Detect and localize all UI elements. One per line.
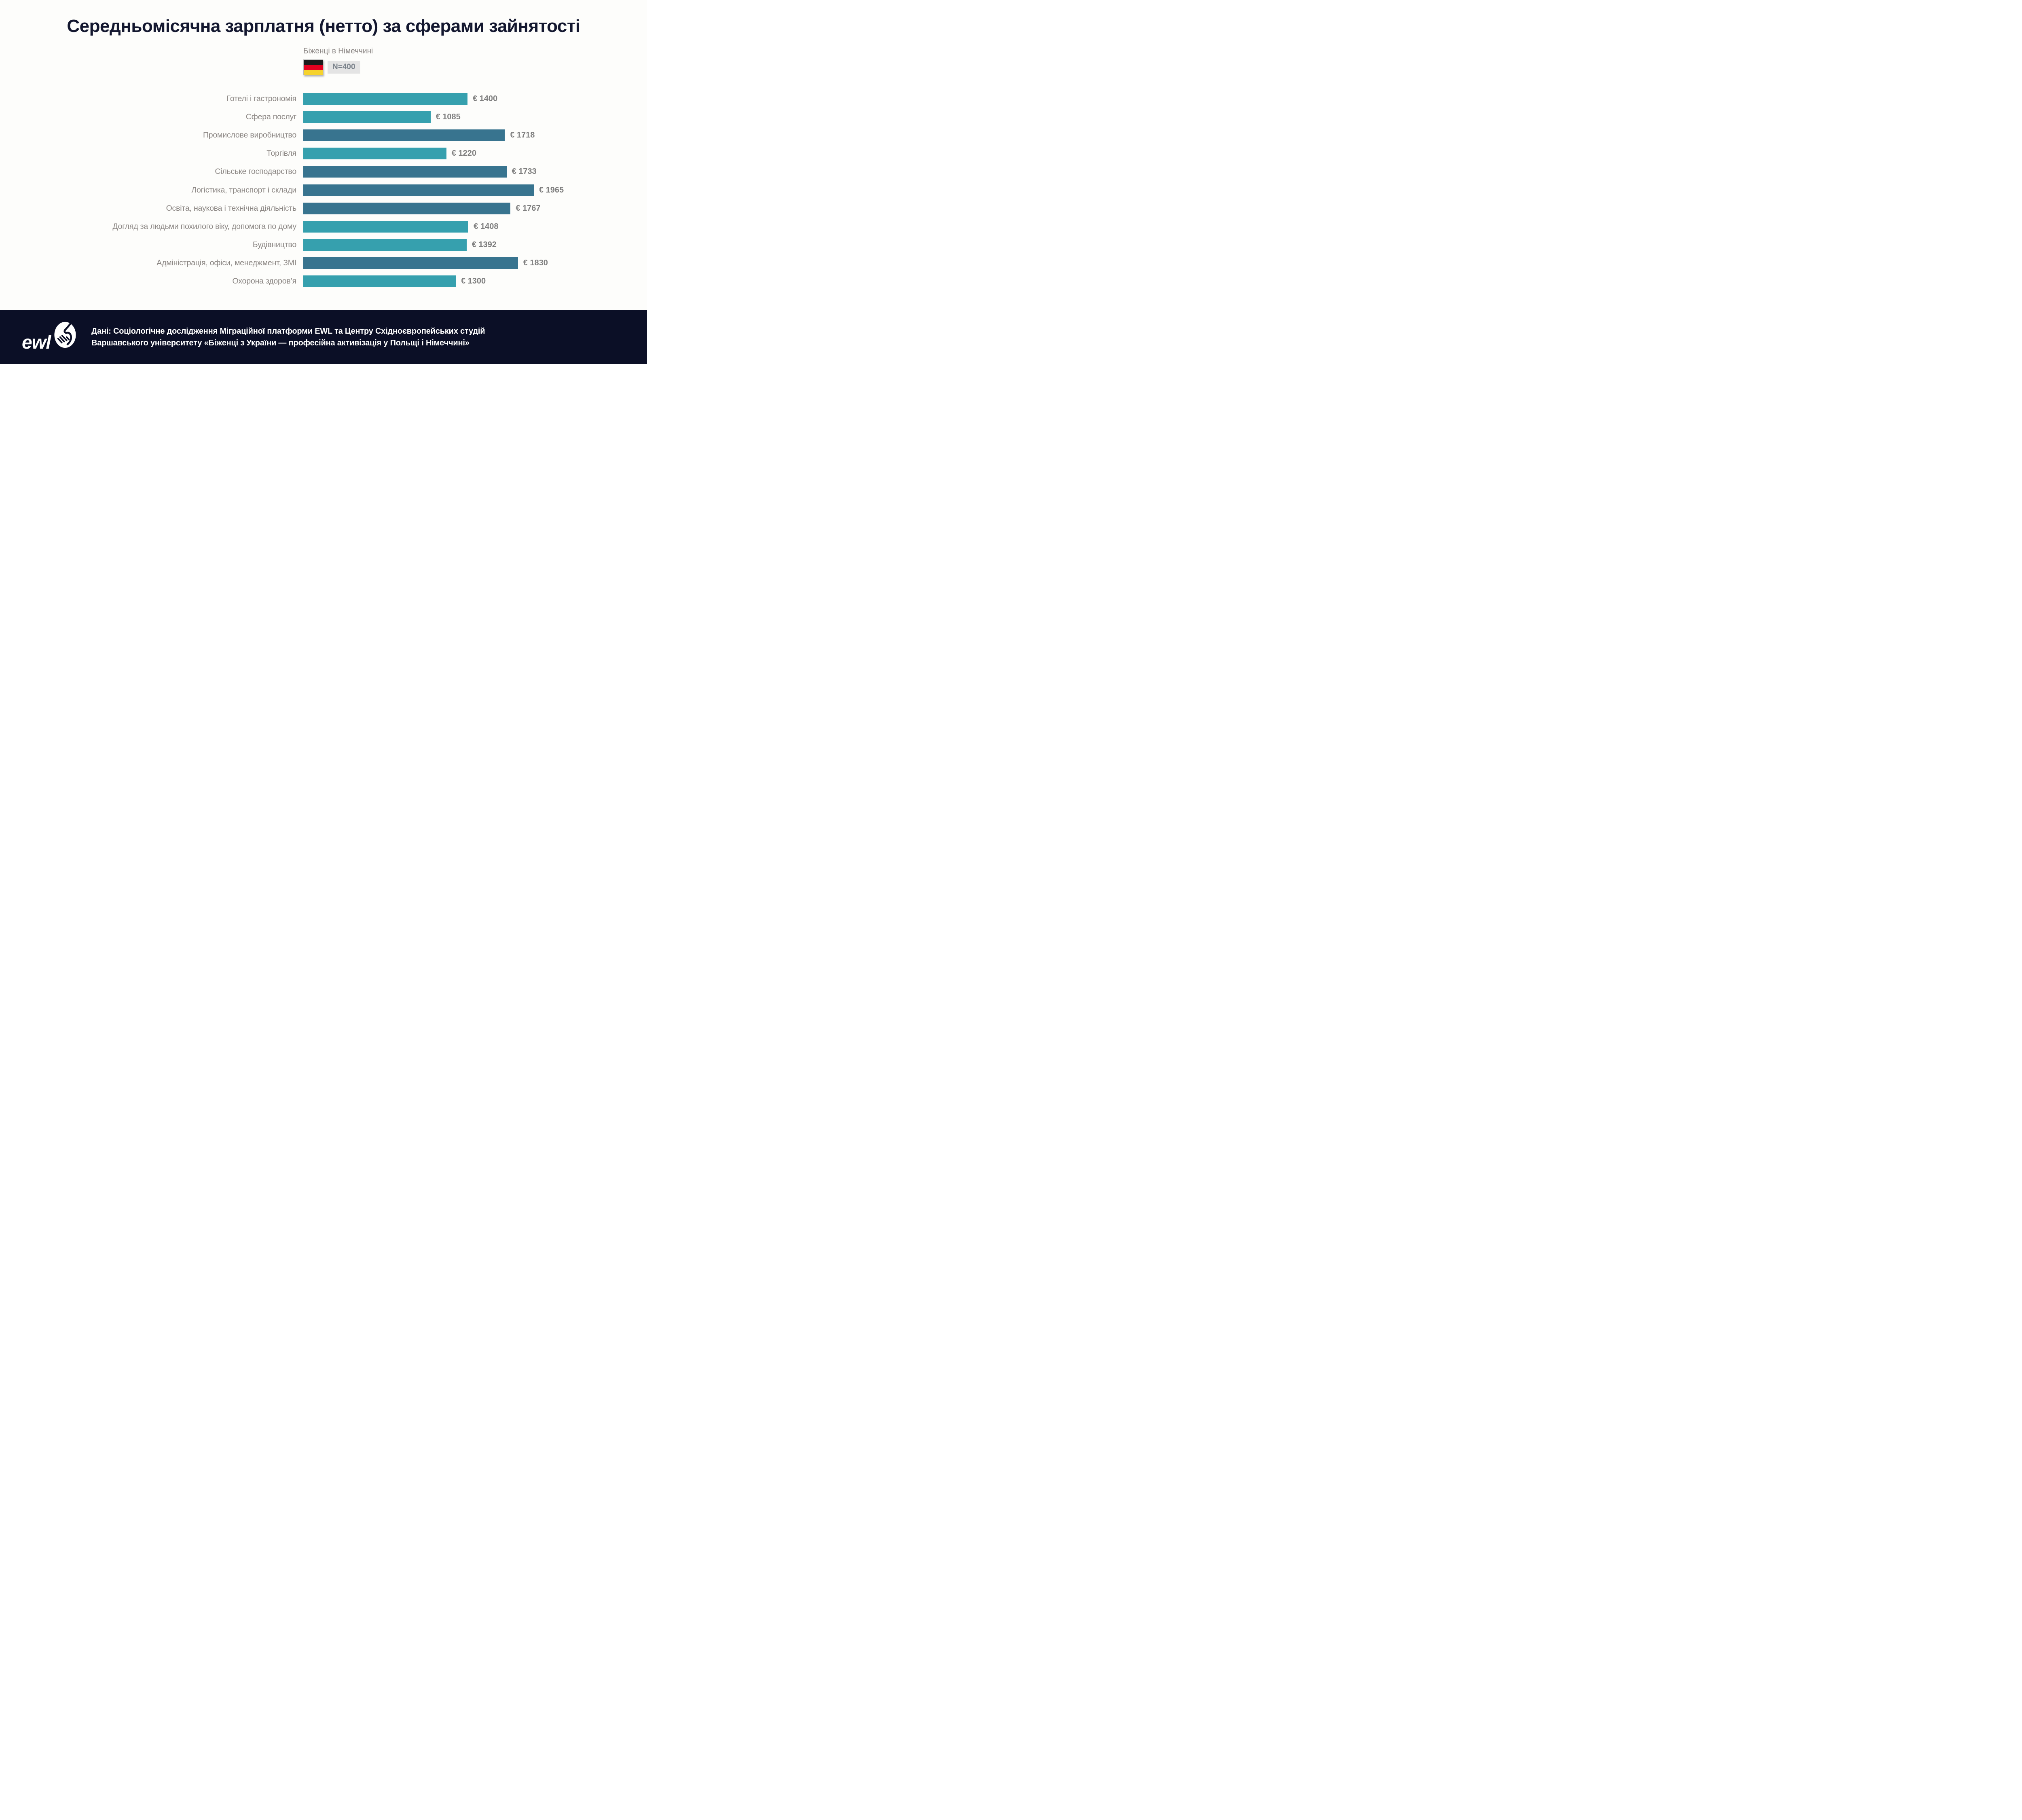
bar-chart: Готелі і гастрономія € 1400 Сфера послуг € … — [16, 90, 631, 290]
legend-label: Біженці в Німеччині — [303, 47, 373, 55]
page-title: Середньомісячна зарплатня (нетто) за сфе… — [67, 16, 580, 36]
footer-source-line-1: Дані: Соціологічне дослідження Міграційн… — [91, 326, 485, 336]
bar-area: € 1733 — [303, 166, 537, 178]
chart-row: Будівництво € 1392 — [16, 236, 631, 254]
ewl-logo-text: ewl — [22, 332, 51, 353]
chart-row: Промислове виробництво € 1718 — [16, 126, 631, 144]
value-label: € 1220 — [451, 149, 476, 158]
value-label: € 1300 — [461, 276, 486, 286]
chart-row: Охорона здоров’я € 1300 — [16, 272, 631, 290]
bar-area: € 1300 — [303, 275, 486, 287]
category-label: Будівництво — [252, 240, 296, 249]
footer-source-line-2: Варшавського університету «Біженці з Укр… — [91, 338, 470, 347]
chart-row: Готелі і гастрономія € 1400 — [16, 90, 631, 108]
ewl-logo: ewl — [22, 322, 76, 353]
bar — [303, 129, 505, 142]
chart-row: Сфера послуг € 1085 — [16, 108, 631, 126]
bar — [303, 148, 446, 160]
bar — [303, 166, 507, 178]
bar — [303, 202, 511, 214]
category-label: Готелі і гастрономія — [226, 94, 296, 104]
category-label: Сфера послуг — [245, 112, 296, 122]
handshake-icon — [54, 322, 76, 350]
value-label: € 1830 — [523, 258, 548, 267]
bar-area: € 1830 — [303, 257, 548, 269]
chart-row: Торгівля € 1220 — [16, 144, 631, 163]
sample-size-badge: N=400 — [328, 61, 360, 74]
bar-area: € 1392 — [303, 239, 497, 251]
bar — [303, 275, 456, 287]
category-label: Адміністрація, офіси, менеджмент, ЗМІ — [157, 258, 296, 267]
bar-area: € 1965 — [303, 184, 564, 196]
value-label: € 1085 — [436, 112, 461, 122]
footer-source: Дані: Соціологічне дослідження Міграційн… — [91, 326, 485, 349]
value-label: € 1400 — [473, 94, 498, 104]
germany-flag-icon — [303, 59, 323, 75]
bar-area: € 1718 — [303, 129, 535, 142]
bar — [303, 184, 534, 196]
flag-stripe-black — [304, 60, 323, 65]
category-label: Торгівля — [266, 149, 296, 158]
bar — [303, 111, 431, 123]
category-label: Охорона здоров’я — [232, 276, 296, 286]
legend-row: N=400 — [303, 59, 373, 75]
category-label: Сільське господарство — [215, 167, 296, 176]
chart-row: Логістика, транспорт і склади € 1965 — [16, 181, 631, 199]
category-label: Догляд за людьми похилого віку, допомога… — [112, 222, 296, 231]
bar — [303, 93, 467, 105]
chart-row: Догляд за людьми похилого віку, допомога… — [16, 218, 631, 236]
bar-area: € 1408 — [303, 220, 499, 233]
chart-row: Адміністрація, офіси, менеджмент, ЗМІ € 1… — [16, 254, 631, 272]
value-label: € 1392 — [472, 240, 497, 249]
bar-area: € 1767 — [303, 202, 541, 214]
chart-row: Сільське господарство € 1733 — [16, 163, 631, 181]
flag-stripe-gold — [304, 70, 323, 75]
value-label: € 1718 — [510, 131, 535, 140]
infographic: Середньомісячна зарплатня (нетто) за сфе… — [0, 0, 647, 364]
value-label: € 1408 — [474, 222, 499, 231]
category-label: Логістика, транспорт і склади — [191, 185, 296, 195]
bar-area: € 1400 — [303, 93, 497, 105]
category-label: Освіта, наукова і технічна діяльність — [166, 203, 297, 213]
value-label: € 1767 — [516, 203, 541, 213]
footer: ewl Дані: Соціологічне дослідження Мігра… — [0, 310, 647, 364]
category-label: Промислове виробництво — [203, 131, 296, 140]
value-label: € 1965 — [539, 185, 564, 195]
bar — [303, 257, 518, 269]
bar — [303, 239, 467, 251]
flag-stripe-red — [304, 65, 323, 70]
bar — [303, 220, 469, 233]
value-label: € 1733 — [512, 167, 537, 176]
bar-area: € 1220 — [303, 148, 476, 160]
bar-area: € 1085 — [303, 111, 461, 123]
chart-row: Освіта, наукова і технічна діяльність € 1… — [16, 199, 631, 218]
legend: Біженці в Німеччині N=400 — [303, 47, 373, 75]
